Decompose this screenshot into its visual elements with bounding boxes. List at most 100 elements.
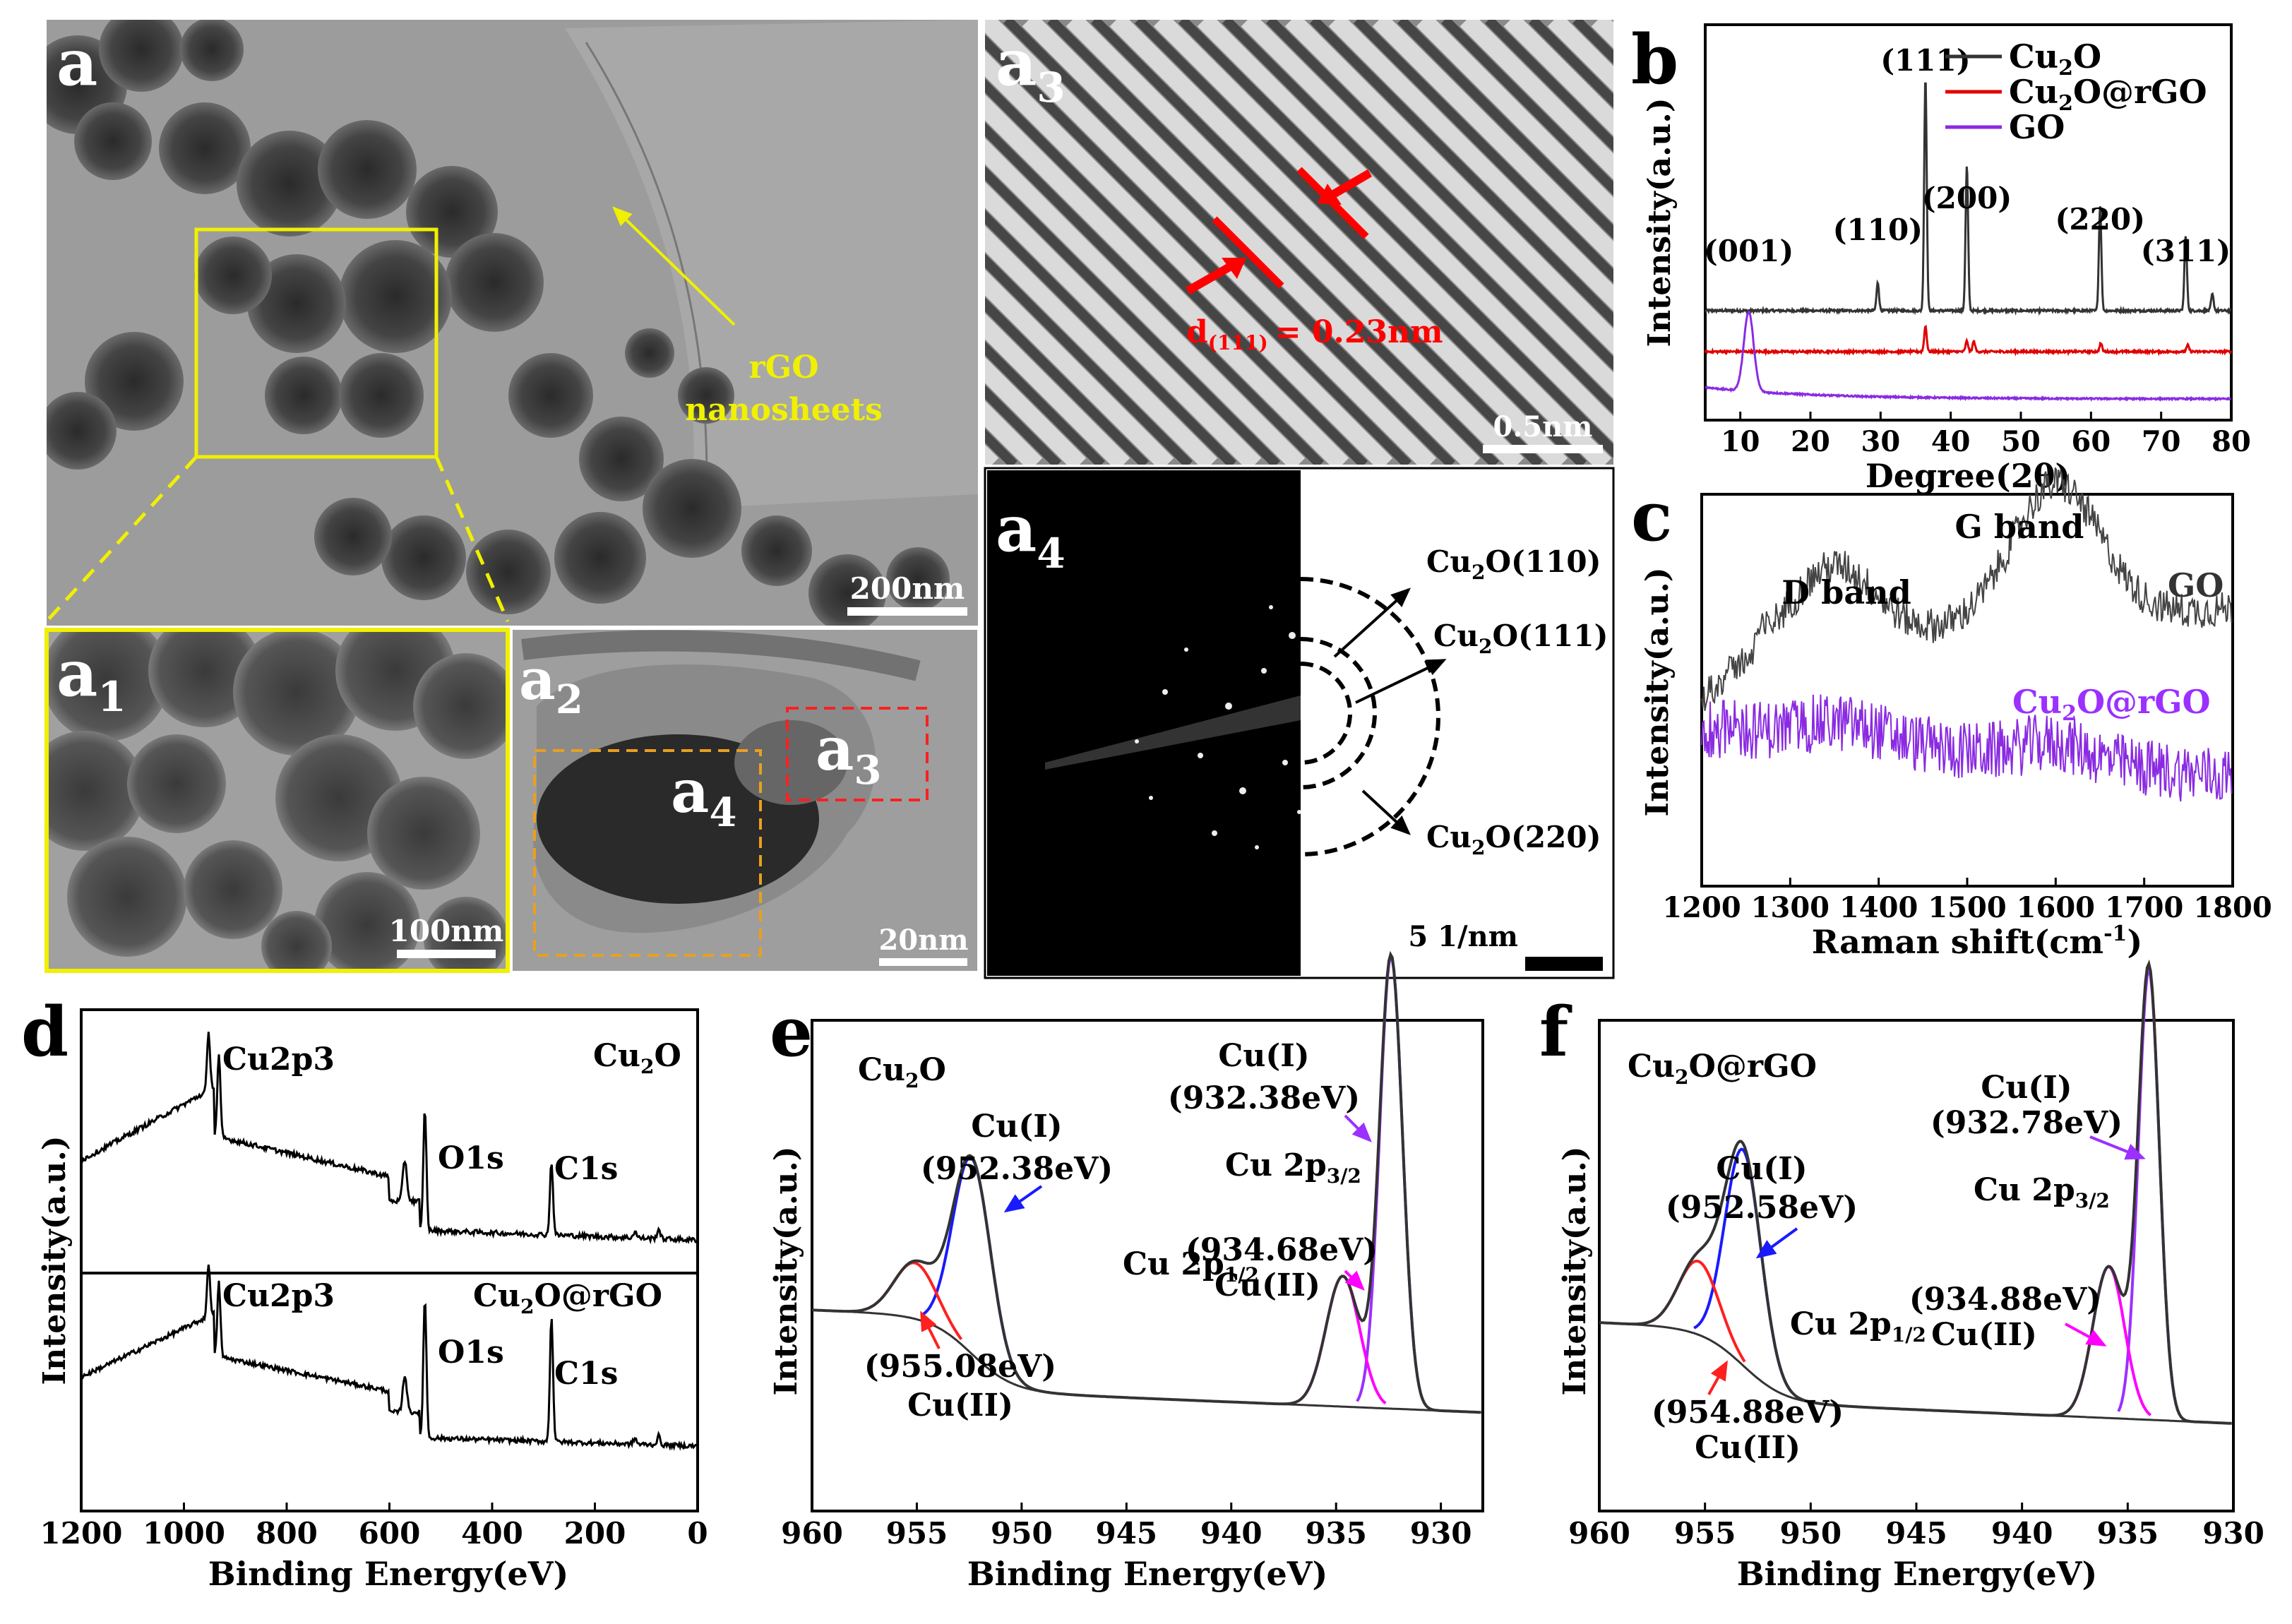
fringe-dark (985, 253, 1193, 465)
e-cu1-label-a: Cu(I) (971, 1109, 1062, 1145)
x-tick-label: 1200 (40, 1516, 123, 1551)
legend-cu2o-rgo: Cu2O@rGO (2009, 73, 2207, 116)
x-tick-label: 955 (1674, 1516, 1736, 1551)
series-survey-cu2o-rgo (80, 1264, 698, 1451)
panel-label-b: b (1631, 20, 1678, 100)
x-tick-label: 800 (256, 1516, 318, 1551)
f-sample-label: Cu2O@rGO (1628, 1049, 1817, 1089)
d-top-o1s: O1s (438, 1140, 504, 1176)
ring-label-110: Cu2O(110) (1426, 544, 1601, 584)
fringe-light (1372, 20, 1613, 268)
x-tick-label: 1500 (1928, 891, 2006, 924)
scale-bar-a2 (879, 958, 967, 966)
scale-label-a3: 0.5nm (1493, 410, 1593, 443)
chart-c: c 1200 1300 1400 1500 1600 1700 1800 D band G … (1631, 467, 2272, 961)
xlabel-c: Raman shift(cm-1) (1812, 921, 2142, 961)
scale-label-a4: 5 1/nm (1408, 920, 1518, 953)
e-cu1-label-b: Cu(I) (1218, 1038, 1309, 1074)
fringe-dark (2233, 20, 2292, 465)
x-axis-e: 960 955 950 945 940 935 930 (781, 1503, 1472, 1551)
xlabel-e: Binding Energy(eV) (967, 1555, 1327, 1593)
chart-f: f 960 955 950 945 940 935 930 Cu2O@rGO Cu(I) (… (1539, 959, 2264, 1593)
x-tick-label: 950 (1779, 1516, 1842, 1551)
x-tick-label: 1400 (1839, 891, 1918, 924)
fringe-light (1284, 20, 1613, 355)
x-tick-label: 930 (2202, 1516, 2264, 1551)
e-cu2-label-b: Cu(II) (1214, 1267, 1320, 1303)
plot-frame-d (80, 1008, 699, 1512)
fit-cu2-12 (1651, 1259, 1746, 1363)
x-tick-label: 200 (564, 1516, 626, 1551)
fringe-dark (2276, 20, 2292, 465)
xps-envelope (1599, 959, 2232, 1425)
peak-label: (311) (2141, 234, 2231, 268)
f-cu1-energy-a: (952.58eV) (1666, 1190, 1858, 1226)
scale-bar-a (847, 607, 967, 616)
fringe-light (1022, 20, 1481, 465)
panel-label-a2: a2 (519, 646, 583, 723)
x-tick-label: 0 (687, 1516, 708, 1551)
x-tick-label: 50 (2001, 425, 2041, 458)
rgo-arrow (612, 206, 736, 326)
ring-label-111: Cu2O(111) (1433, 619, 1608, 658)
e-cu2-label-a: Cu(II) (907, 1387, 1013, 1423)
fringe-light (1503, 20, 1613, 136)
chart-d: d 1200 1000 800 600 400 200 0 Cu2p3 O1s C1s Cu… (21, 992, 708, 1593)
x-axis-b: 10 20 30 40 50 60 70 80 (1721, 412, 2251, 458)
x-tick-label: 960 (1568, 1516, 1630, 1551)
f-cu1-label-b: Cu(I) (1981, 1070, 2072, 1106)
fringe-dark (1266, 20, 1613, 371)
f-orbital-12: Cu 2p1/2 (1790, 1306, 1926, 1347)
peak-annotations-b: (001) (110) (111) (200) (220)(311) (1704, 43, 2231, 268)
e-cu2-energy-a: (955.08eV) (864, 1349, 1056, 1385)
fringe-dark (1222, 20, 1613, 414)
box-a4-label: a4 (671, 756, 736, 836)
x-tick-label: 940 (1991, 1516, 2053, 1551)
fringe-dark (1529, 20, 1613, 108)
x-tick-label: 40 (1931, 425, 1971, 458)
tem-panel-a: rGO nanosheets a 200nm (45, 20, 978, 626)
fringe-light (1109, 20, 1568, 465)
chart-e: e 960 955 950 945 940 935 930 Cu2O Cu(I) (952.… (768, 950, 1484, 1593)
g-band-label: G band (1955, 508, 2084, 546)
legend-go: GO (2009, 108, 2065, 146)
ylabel-e: Intensity(a.u.) (768, 1146, 804, 1395)
d-bottom-sample: Cu2O@rGO (473, 1278, 662, 1318)
series-cu2o-rgo-raman (1701, 694, 2233, 802)
series-go-raman (1701, 467, 2233, 711)
d-spacing-label: d(111) = 0.23nm (1186, 314, 1443, 354)
rgo-label: rGO (748, 350, 818, 386)
x-axis-f: 960 955 950 945 940 935 930 (1568, 1503, 2264, 1551)
fringe-light (985, 313, 1130, 465)
xps-envelope (811, 950, 1481, 1414)
fringe-dark (1003, 20, 1455, 465)
legend-cu2o: Cu2O (2009, 37, 2101, 80)
plot-area-c (1701, 467, 2233, 802)
x-tick-label: 60 (2071, 425, 2111, 458)
series-go (1705, 310, 2231, 402)
fringe-light (1328, 20, 1613, 311)
ylabel-d: Intensity(a.u.) (37, 1135, 73, 1385)
fringe-light (985, 20, 1437, 465)
fringe-light (1460, 20, 1613, 180)
x-axis-d: 1200 1000 800 600 400 200 0 (40, 1503, 708, 1551)
panel-label-d: d (21, 992, 68, 1072)
x-tick-label: 1800 (2193, 891, 2272, 924)
x-tick-label: 1000 (143, 1516, 225, 1551)
peak-label: (200) (1922, 181, 2012, 215)
panel-label-f: f (1539, 992, 1572, 1072)
chart-b: b 10 20 30 40 50 60 70 80 (001)(110)(111)(200)(… (1631, 20, 2251, 495)
fringe-dark (1310, 20, 1613, 327)
tem-a-particles (47, 20, 978, 626)
scale-bar-a1 (397, 950, 496, 958)
x-tick-label: 930 (1410, 1516, 1472, 1551)
fringe-light (985, 357, 1087, 465)
d-bottom-c1s: C1s (554, 1356, 618, 1392)
zoom-box-a1 (194, 227, 438, 459)
peak-label: (111) (1880, 43, 1970, 78)
fringe-light (1416, 20, 1613, 224)
tem-panel-a3: d(111) = 0.23nm a3 0.5nm (985, 20, 2292, 465)
box-a3 (786, 707, 929, 801)
panel-label-a: a (56, 25, 97, 100)
